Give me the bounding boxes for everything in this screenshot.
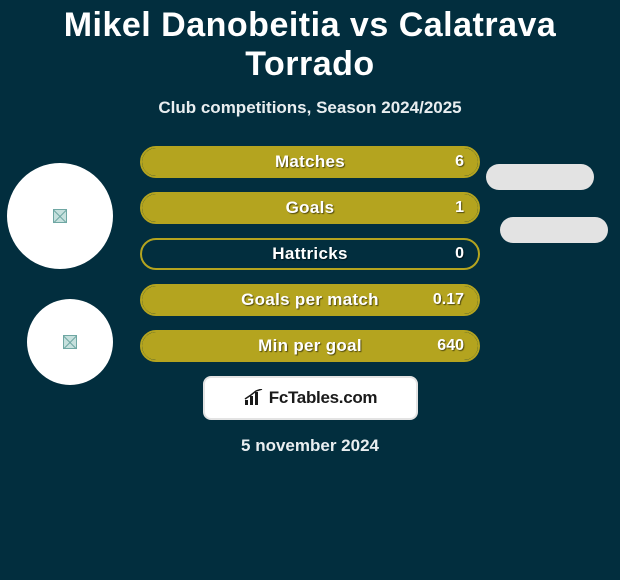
stats-content: Matches6Goals1Hattricks0Goals per match0… (0, 146, 620, 362)
page-title: Mikel Danobeitia vs Calatrava Torrado (0, 0, 620, 84)
page-subtitle: Club competitions, Season 2024/2025 (0, 98, 620, 118)
bar-chart-icon (243, 389, 265, 407)
stat-label: Min per goal (142, 332, 478, 360)
stat-row: Matches6 (140, 146, 480, 178)
stat-row: Min per goal640 (140, 330, 480, 362)
stat-label: Goals per match (142, 286, 478, 314)
image-placeholder-icon (53, 209, 67, 223)
stat-value: 0 (455, 240, 464, 268)
stats-rows: Matches6Goals1Hattricks0Goals per match0… (140, 146, 480, 362)
stat-value: 0.17 (433, 286, 464, 314)
stat-value: 1 (455, 194, 464, 222)
brand-text: FcTables.com (269, 388, 378, 408)
image-placeholder-icon (63, 335, 77, 349)
stat-row: Goals1 (140, 192, 480, 224)
stat-label: Hattricks (142, 240, 478, 268)
stat-value: 640 (437, 332, 464, 360)
stat-row: Goals per match0.17 (140, 284, 480, 316)
brand-box: FcTables.com (203, 376, 418, 420)
player1-avatar (7, 163, 113, 269)
stat-label: Goals (142, 194, 478, 222)
stat-label: Matches (142, 148, 478, 176)
side-pill (486, 164, 594, 190)
stat-row: Hattricks0 (140, 238, 480, 270)
footer-date: 5 november 2024 (0, 436, 620, 456)
side-pill (500, 217, 608, 243)
stat-value: 6 (455, 148, 464, 176)
player2-avatar (27, 299, 113, 385)
